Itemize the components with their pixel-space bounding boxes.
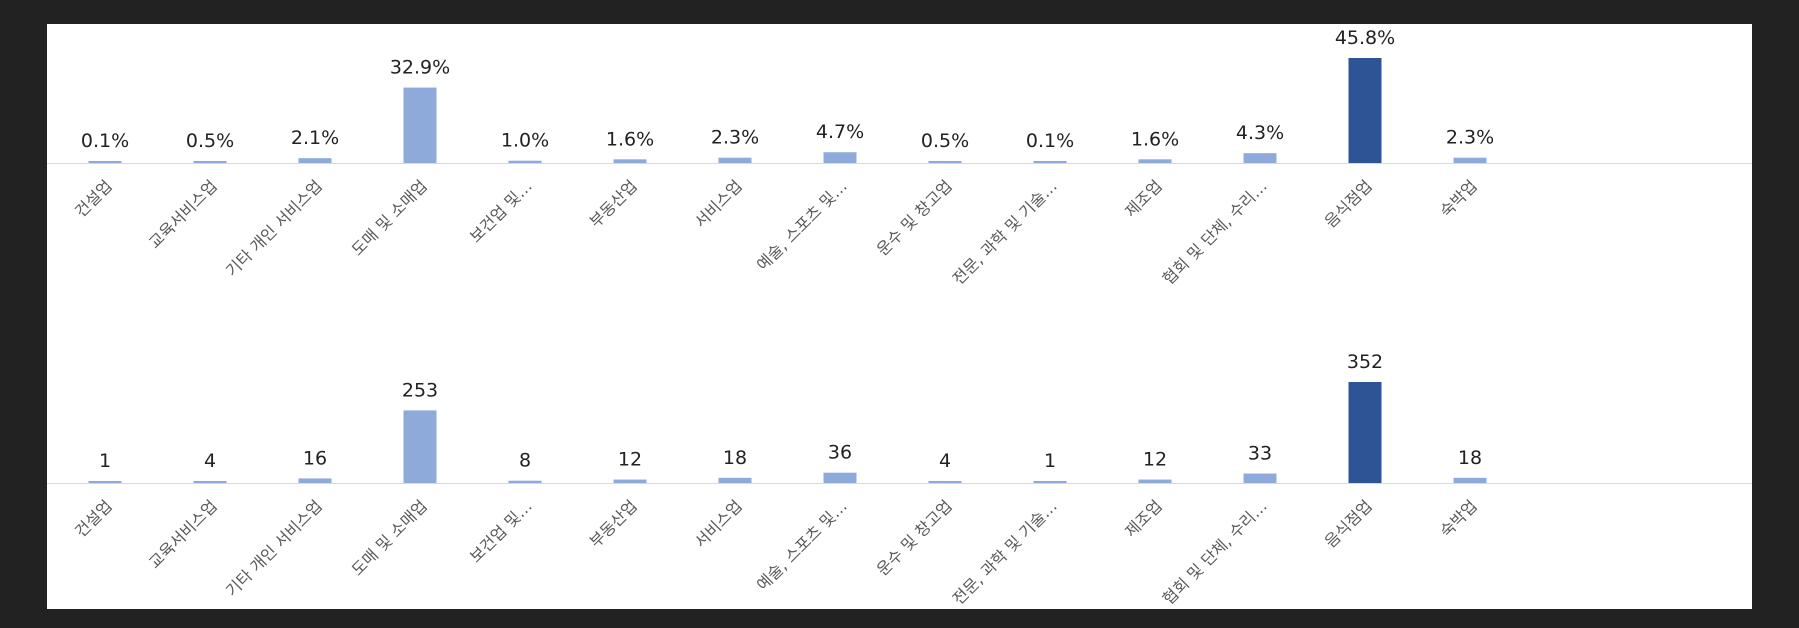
category-tick-label: 협회 및 단체, 수리… — [1159, 176, 1271, 288]
bar — [1033, 481, 1067, 483]
data-label: 16 — [303, 447, 327, 469]
data-label: 36 — [828, 442, 852, 464]
category-tick-label: 협회 및 단체, 수리… — [1159, 496, 1271, 608]
category-tick-label: 부동산업 — [586, 176, 641, 231]
bar — [823, 152, 857, 163]
category-tick-label: 전문, 과학 및 기술… — [949, 176, 1061, 288]
data-label: 18 — [1458, 447, 1482, 469]
data-label: 45.8% — [1335, 27, 1395, 49]
data-label: 12 — [618, 449, 642, 471]
category-tick-label: 교육서비스업 — [145, 176, 221, 252]
bar — [1348, 382, 1382, 483]
data-label: 352 — [1347, 351, 1383, 373]
category-tick-label: 음식점업 — [1321, 496, 1376, 551]
data-label: 2.3% — [711, 127, 759, 149]
bar — [613, 479, 647, 483]
data-label: 1 — [1044, 450, 1056, 472]
category-tick-label: 운수 및 창고업 — [873, 496, 956, 579]
bar — [1453, 477, 1487, 483]
data-label: 1 — [99, 450, 111, 472]
bar — [88, 161, 122, 163]
data-label: 0.1% — [1026, 130, 1074, 152]
category-tick-label: 도매 및 소매업 — [348, 176, 431, 259]
bar — [823, 472, 857, 483]
bar — [718, 157, 752, 163]
data-label: 32.9% — [390, 57, 450, 79]
data-label: 2.1% — [291, 127, 339, 149]
bar — [1348, 58, 1382, 163]
category-tick-label: 건설업 — [71, 176, 116, 221]
bar — [298, 478, 332, 483]
data-label: 0.1% — [81, 130, 129, 152]
data-label: 33 — [1248, 443, 1272, 465]
category-tick-label: 교육서비스업 — [145, 496, 221, 572]
category-tick-label: 보건업 및… — [466, 176, 536, 246]
data-label: 8 — [519, 450, 531, 472]
bar — [1033, 161, 1067, 163]
data-label: 1.6% — [606, 128, 654, 150]
category-tick-label: 전문, 과학 및 기술… — [949, 496, 1061, 608]
category-tick-label: 제조업 — [1121, 176, 1166, 221]
bar — [613, 159, 647, 163]
bar — [718, 477, 752, 483]
bar — [928, 481, 962, 483]
data-label: 2.3% — [1446, 127, 1494, 149]
data-label: 4.3% — [1236, 122, 1284, 144]
data-label: 253 — [402, 379, 438, 401]
chart-panel: 0.1% 건설업 0.5% 교육서비스업 2.1% 기타 개인 서비스업 32.9% 도매 및… — [47, 24, 1752, 609]
data-label: 1.0% — [501, 130, 549, 152]
bar — [1453, 157, 1487, 163]
bar — [193, 161, 227, 163]
category-tick-label: 제조업 — [1121, 496, 1166, 541]
bar — [508, 160, 542, 163]
category-tick-label: 예술, 스포츠 및… — [753, 496, 851, 594]
category-tick-label: 음식점업 — [1321, 176, 1376, 231]
bar — [298, 158, 332, 163]
bar-charts: 0.1% 건설업 0.5% 교육서비스업 2.1% 기타 개인 서비스업 32.9% 도매 및… — [47, 27, 1752, 608]
category-tick-label: 서비스업 — [691, 496, 746, 551]
category-tick-label: 숙박업 — [1436, 176, 1481, 221]
bar — [1243, 473, 1277, 483]
bar — [1138, 159, 1172, 163]
bar — [403, 87, 437, 163]
data-label: 0.5% — [921, 130, 969, 152]
data-label: 4 — [939, 450, 951, 472]
bar — [928, 161, 962, 163]
category-tick-label: 운수 및 창고업 — [873, 176, 956, 259]
category-tick-label: 도매 및 소매업 — [348, 496, 431, 579]
percentage-bar-chart: 0.1% 건설업 0.5% 교육서비스업 2.1% 기타 개인 서비스업 32.9% 도매 및… — [47, 27, 1752, 288]
category-tick-label: 예술, 스포츠 및… — [753, 176, 851, 274]
data-label: 0.5% — [186, 130, 234, 152]
category-tick-label: 부동산업 — [586, 496, 641, 551]
data-label: 1.6% — [1131, 128, 1179, 150]
category-tick-label: 기타 개인 서비스업 — [222, 176, 326, 280]
bar — [1138, 479, 1172, 483]
bar — [88, 481, 122, 483]
category-tick-label: 기타 개인 서비스업 — [222, 496, 326, 600]
category-tick-label: 서비스업 — [691, 176, 746, 231]
data-label: 4.7% — [816, 121, 864, 143]
bar — [193, 481, 227, 483]
bar — [1243, 153, 1277, 163]
data-label: 4 — [204, 450, 216, 472]
category-tick-label: 보건업 및… — [466, 496, 536, 566]
bar — [508, 480, 542, 483]
data-label: 18 — [723, 447, 747, 469]
category-tick-label: 숙박업 — [1436, 496, 1481, 541]
data-label: 12 — [1143, 449, 1167, 471]
category-tick-label: 건설업 — [71, 496, 116, 541]
bar — [403, 410, 437, 483]
count-bar-chart: 1 건설업 4 교육서비스업 16 기타 개인 서비스업 253 도매 및 소매업 8 보건업 및… — [47, 351, 1752, 608]
